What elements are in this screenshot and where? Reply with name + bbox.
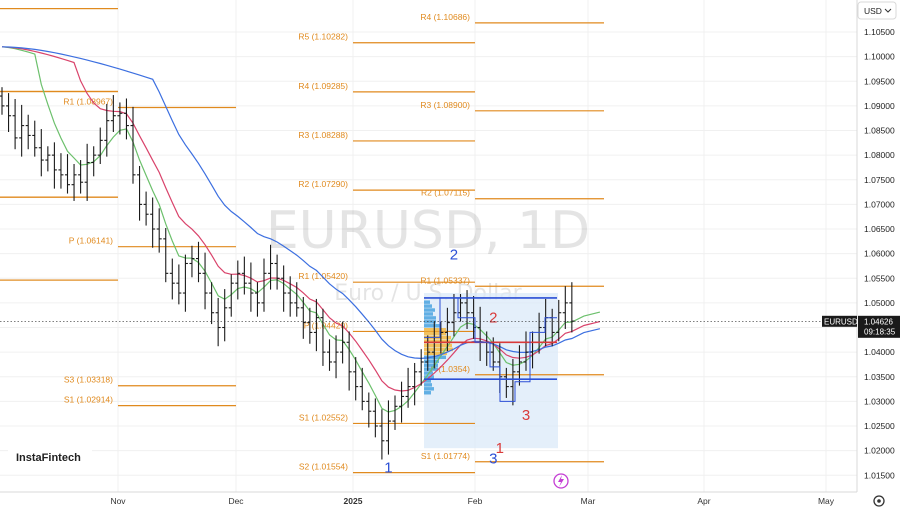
volume-profile-bar — [424, 351, 447, 356]
brand-logo: InstaFintech — [8, 441, 92, 471]
pivot-label: R2 (1.07290) — [298, 179, 348, 189]
pivot-label: R3 (1.08288) — [298, 130, 348, 140]
chevron-down-icon — [884, 8, 892, 13]
price-scale[interactable]: 1.10500 1.10000 1.09500 1.09000 1.08500 1.080… — [856, 0, 900, 510]
pivot-label: R1 (1.05420) — [298, 271, 348, 281]
price-tick-label: 1.08000 — [864, 150, 895, 160]
logo-text: InstaFintech — [16, 452, 81, 464]
volume-profile-bar — [424, 359, 439, 363]
volume-profile-bar — [424, 331, 446, 336]
volume-profile-bar — [424, 363, 438, 367]
time-scale-ticks: Nov Dec 2025 Feb Mar Apr May — [110, 496, 834, 506]
volume-profile-bar — [424, 387, 434, 391]
price-tag-bg — [858, 315, 900, 338]
gear-icon — [873, 495, 885, 507]
volume-profile-bar — [424, 328, 446, 332]
event-marker[interactable] — [553, 473, 569, 489]
pivot-label: R3 (1.08900) — [420, 100, 470, 110]
price-tag: 1.04626 — [864, 317, 893, 326]
symbol-tag-bg — [822, 315, 857, 327]
pivot-label: S1 (1.01774) — [421, 451, 470, 461]
projection-highlight — [424, 293, 558, 449]
pivot-label: S3 (1.03318) — [64, 375, 113, 385]
price-tick-label: 1.07500 — [864, 175, 895, 185]
volume-profile-bar — [424, 320, 436, 324]
time-tick-label: Apr — [697, 496, 710, 506]
time-tick-label: Feb — [468, 496, 483, 506]
pivot-label: R5 (1.10282) — [298, 32, 348, 42]
volume-profile-bar — [424, 347, 453, 352]
watermark-title: EURUSD, 1D — [266, 201, 590, 261]
volume-profile-bar — [424, 355, 446, 360]
current-price-marker: EURUSD 1.04626 09:18:35 — [0, 315, 900, 338]
volume-profile-bar — [424, 312, 433, 316]
price-tick-label: 1.02500 — [864, 421, 895, 431]
volume-profile-bar — [424, 304, 432, 308]
volume-profile-bar — [424, 343, 452, 348]
volume-profile-bar — [424, 379, 431, 383]
pivot-label: R1 (1.05337) — [420, 275, 470, 285]
wave-label: 2 — [450, 247, 458, 264]
pivot-label: P (1.06141) — [69, 236, 113, 246]
price-tick-label: 1.07000 — [864, 199, 895, 209]
price-tick-label: 1.08500 — [864, 126, 895, 136]
projected-path — [424, 297, 557, 402]
volume-profile-bar — [424, 383, 432, 387]
price-tick-label: 1.06500 — [864, 224, 895, 234]
settings-button[interactable] — [873, 495, 885, 507]
pivot-label: P (1.0354) — [430, 364, 470, 374]
price-tick-label: 1.05000 — [864, 298, 895, 308]
volume-profile-bar — [424, 391, 431, 395]
pivot-label: R4 (1.09285) — [298, 81, 348, 91]
projected-path-line — [424, 297, 557, 402]
price-tick-label: 1.09000 — [864, 101, 895, 111]
volume-profile-bar — [424, 324, 441, 328]
pivot-label: R2 (1.07115) — [421, 188, 470, 198]
moving-average-line — [1, 46, 601, 413]
price-tick-label: 1.05500 — [864, 273, 895, 283]
symbol-tag: EURUSD — [824, 317, 858, 326]
time-tick-label: Mar — [581, 496, 596, 506]
pivot-label: P (1.04420) — [304, 320, 348, 330]
volume-profile-bar — [424, 316, 436, 320]
symbol-watermark: EURUSD, 1D Euro / U.S. Dollar — [266, 201, 590, 306]
moving-average-line — [1, 46, 601, 392]
price-tick-label: 1.09500 — [864, 76, 895, 86]
price-tick-label: 1.03500 — [864, 372, 895, 382]
time-tick-label: 2025 — [344, 496, 363, 506]
price-tick-label: 1.10000 — [864, 52, 895, 62]
projection-area — [424, 293, 558, 449]
countdown-timer: 09:18:35 — [864, 327, 896, 336]
pivot-levels: R1 (1.10976)P (1.09292)S1 (1.07147)S2 (1… — [0, 7, 604, 474]
time-tick-label: May — [818, 496, 835, 506]
wave-label: 3 — [522, 407, 530, 424]
pivot-label: S1 (1.02552) — [299, 412, 348, 422]
currency-button[interactable]: USD — [857, 1, 897, 20]
price-tick-label: 1.10500 — [864, 27, 895, 37]
pivot-label: S1 (1.02914) — [64, 395, 113, 405]
pivot-label: R1 (1.08967) — [63, 97, 113, 107]
wave-label: 1 — [384, 459, 392, 476]
pivot-label: R4 (1.10686) — [420, 12, 470, 22]
wave-label: 2 — [489, 310, 497, 327]
time-tick-label: Nov — [110, 496, 126, 506]
price-tick-label: 1.03000 — [864, 396, 895, 406]
price-bars — [0, 87, 575, 460]
price-tick-label: 1.01500 — [864, 470, 895, 480]
currency-button-label: USD — [864, 6, 882, 16]
volume-profile-bar — [424, 300, 430, 304]
wave-label: 3 — [489, 450, 497, 467]
time-tick-label: Dec — [228, 496, 244, 506]
pivot-label: S2 (1.01554) — [299, 462, 348, 472]
price-tick-label: 1.04000 — [864, 347, 895, 357]
price-tick-label: 1.02000 — [864, 446, 895, 456]
price-tick-label: 1.06000 — [864, 249, 895, 259]
time-scale[interactable]: Nov Dec 2025 Feb Mar Apr May — [0, 491, 900, 510]
volume-profile-bar — [424, 367, 438, 371]
volume-profile-bar — [424, 308, 435, 312]
wave-label: 1 — [496, 440, 504, 457]
